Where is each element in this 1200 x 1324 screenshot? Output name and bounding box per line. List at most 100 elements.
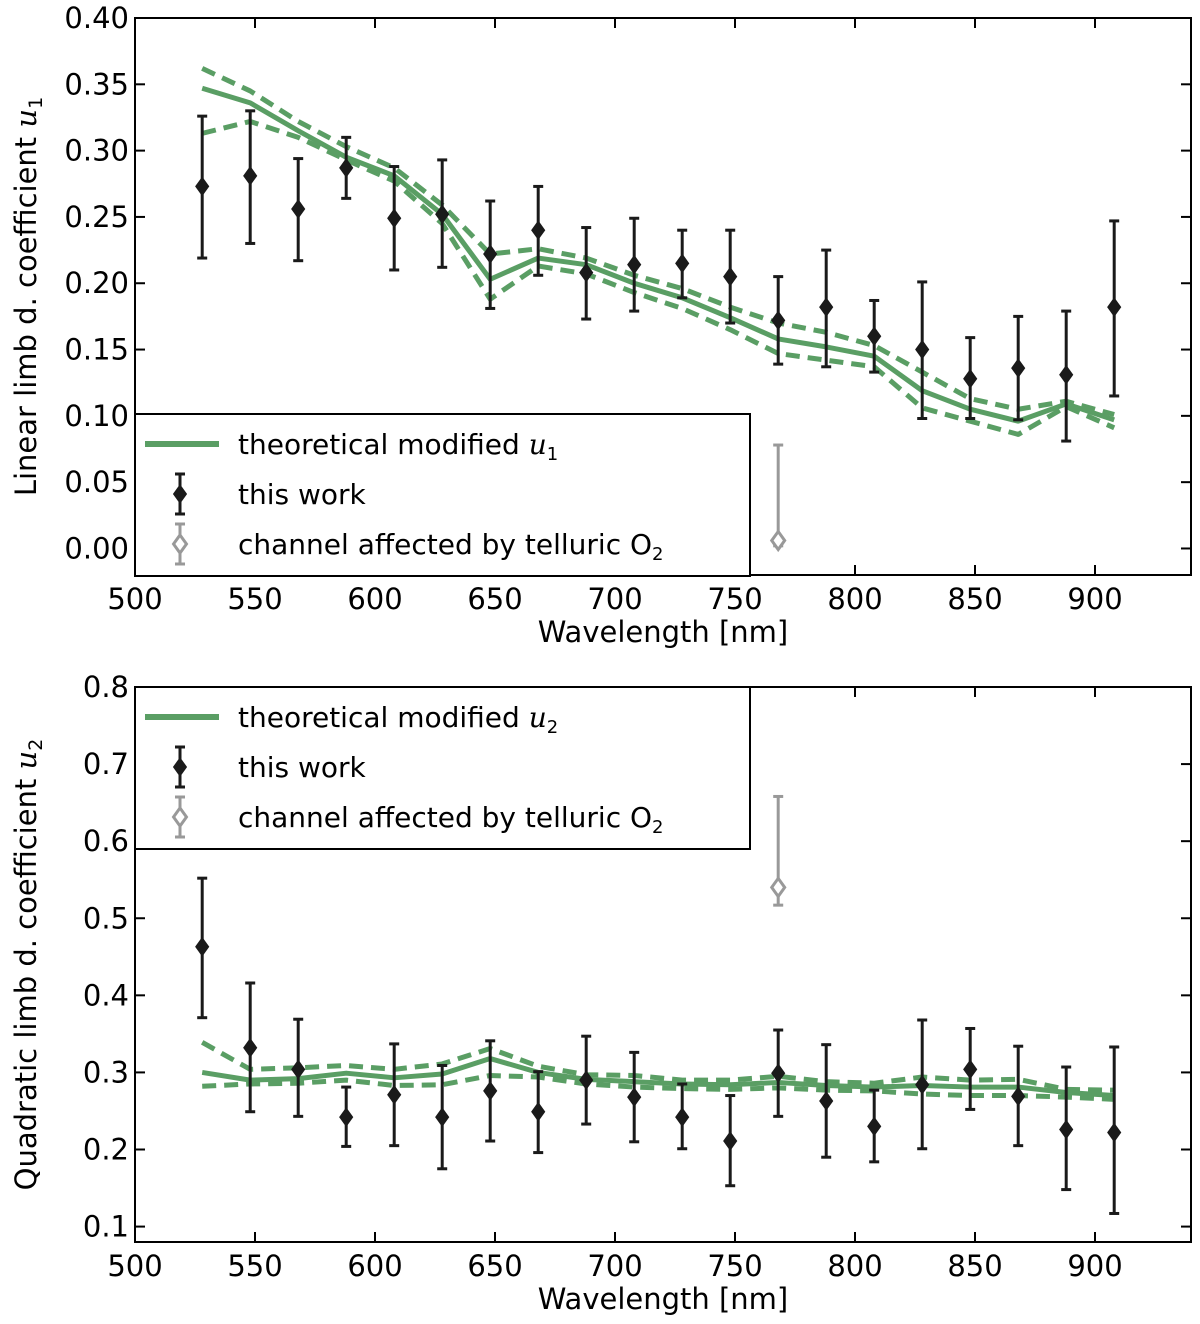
legend-entry-symbol: u bbox=[529, 701, 547, 734]
y-axis-label: Quadratic limb d. coefficient u2 bbox=[9, 739, 47, 1191]
bottom-panel-limb-darkening-u2: 500 550 600 650 700 750 800 850 900 0.1 0.2 0.3 0.4 0… bbox=[9, 670, 1192, 1316]
legend-data-marker bbox=[172, 484, 188, 504]
data-point bbox=[579, 262, 594, 283]
x-tick-label: 600 bbox=[347, 582, 402, 616]
data-point bbox=[1011, 358, 1026, 378]
legend-data-marker bbox=[172, 757, 188, 777]
x-tick-label: 550 bbox=[227, 1249, 282, 1283]
ticks: 500 550 600 650 700 750 800 850 900 0.1 0.2 0.3 0.4 0… bbox=[83, 670, 1191, 1283]
y-tick-label: 0.5 bbox=[83, 901, 129, 935]
y-tick-label: 0.3 bbox=[83, 1055, 129, 1089]
x-tick-label: 850 bbox=[947, 1249, 1002, 1283]
y-tick-label: 0.8 bbox=[83, 670, 129, 704]
model-lower-bound-line bbox=[201, 118, 1116, 437]
x-tick-label: 900 bbox=[1067, 1249, 1122, 1283]
y-tick-label: 0.25 bbox=[64, 200, 129, 234]
data-point bbox=[1107, 297, 1122, 317]
x-axis-label: Wavelength [nm] bbox=[538, 1282, 789, 1316]
legend-entry-data: this work bbox=[238, 751, 367, 784]
legend-entry-text: this work bbox=[238, 478, 367, 511]
data-point bbox=[579, 1070, 594, 1090]
y-tick-label: 0.40 bbox=[64, 1, 129, 35]
data-point bbox=[435, 204, 450, 225]
data-point bbox=[1059, 364, 1074, 385]
y-axis-label-text: Quadratic limb d. coefficient bbox=[9, 769, 43, 1190]
legend-box bbox=[134, 686, 751, 850]
data-point bbox=[243, 165, 258, 186]
y-tick-label: 0.35 bbox=[64, 67, 129, 101]
data-point bbox=[627, 1087, 642, 1107]
x-axis-label: Wavelength [nm] bbox=[538, 615, 789, 649]
legend-entry-symbol: u bbox=[529, 428, 547, 461]
y-tick-label: 0.05 bbox=[64, 465, 129, 499]
data-point bbox=[867, 1116, 882, 1137]
data-point bbox=[291, 199, 306, 219]
x-tick-label: 600 bbox=[347, 1249, 402, 1283]
x-tick-label: 700 bbox=[587, 582, 642, 616]
plot-content bbox=[195, 66, 1122, 553]
y-tick-label: 0.4 bbox=[83, 978, 129, 1012]
legend-entry-text: theoretical modified bbox=[238, 428, 529, 461]
y-axis-label-symbol: u bbox=[9, 109, 43, 128]
y-tick-label: 0.2 bbox=[83, 1133, 129, 1167]
legend-entry-text: channel affected by telluric O bbox=[238, 528, 652, 561]
model-upper-bound-line bbox=[200, 1040, 1115, 1093]
data-point bbox=[675, 1107, 690, 1127]
model-line bbox=[201, 1056, 1115, 1099]
model-line bbox=[201, 85, 1115, 424]
x-tick-label: 800 bbox=[827, 1249, 882, 1283]
data-point bbox=[723, 266, 738, 287]
legend-entry-subscript: 2 bbox=[547, 717, 558, 738]
y-tick-label: 0.1 bbox=[83, 1210, 129, 1244]
y-tick-label: 0.6 bbox=[83, 824, 129, 858]
legend-entry-data: this work bbox=[238, 478, 367, 511]
data-point bbox=[771, 310, 786, 331]
data-point bbox=[291, 1059, 306, 1080]
o2-point bbox=[769, 528, 787, 553]
o2-point bbox=[769, 875, 787, 899]
model-upper-bound-line bbox=[201, 66, 1115, 417]
ticks: 500 550 600 650 700 750 800 850 900 0.00 0.05 0.10 0… bbox=[64, 1, 1191, 616]
y-tick-label: 0.15 bbox=[64, 333, 129, 367]
legend-entry-model: theoretical modified u2 bbox=[238, 701, 558, 738]
data-point bbox=[915, 1074, 930, 1095]
legend-entry-o2: channel affected by telluric O2 bbox=[238, 528, 663, 565]
legend-entry-subscript: 1 bbox=[547, 444, 558, 465]
data-point bbox=[915, 339, 930, 360]
data-point bbox=[483, 244, 498, 264]
legend-entry-text: channel affected by telluric O bbox=[238, 801, 652, 834]
y-tick-label: 0.00 bbox=[64, 531, 129, 565]
data-point bbox=[387, 208, 402, 229]
x-tick-label: 500 bbox=[107, 1249, 162, 1283]
data-point bbox=[963, 368, 978, 389]
x-tick-label: 750 bbox=[707, 582, 762, 616]
data-point bbox=[1011, 1086, 1026, 1107]
legend-entry-text: theoretical modified bbox=[238, 701, 529, 734]
legend: theoretical modified u1 this work channel … bbox=[134, 413, 751, 577]
y-axis-label-subscript: 2 bbox=[25, 739, 47, 751]
data-point bbox=[819, 1091, 834, 1111]
data-point bbox=[435, 1107, 450, 1127]
legend-o2-marker bbox=[171, 532, 189, 556]
data-point bbox=[483, 1081, 498, 1101]
data-point bbox=[339, 158, 354, 178]
y-axis-label-subscript: 1 bbox=[25, 97, 47, 109]
data-point bbox=[243, 1037, 258, 1058]
y-tick-label: 0.20 bbox=[64, 266, 129, 300]
data-point bbox=[1059, 1119, 1074, 1140]
x-tick-label: 850 bbox=[947, 582, 1002, 616]
data-point bbox=[531, 1101, 546, 1122]
x-tick-label: 550 bbox=[227, 582, 282, 616]
legend-entry-o2: channel affected by telluric O2 bbox=[238, 801, 663, 838]
y-axis-label: Linear limb d. coefficient u1 bbox=[9, 97, 47, 496]
legend-entry-text: this work bbox=[238, 751, 367, 784]
x-tick-label: 500 bbox=[107, 582, 162, 616]
series-telluric-o2 bbox=[769, 794, 787, 907]
data-point bbox=[339, 1107, 354, 1127]
data-point bbox=[771, 1063, 786, 1084]
data-point bbox=[195, 176, 210, 197]
legend-entry-subscript: 2 bbox=[652, 817, 663, 838]
data-point bbox=[627, 254, 642, 275]
y-tick-label: 0.10 bbox=[64, 399, 129, 433]
